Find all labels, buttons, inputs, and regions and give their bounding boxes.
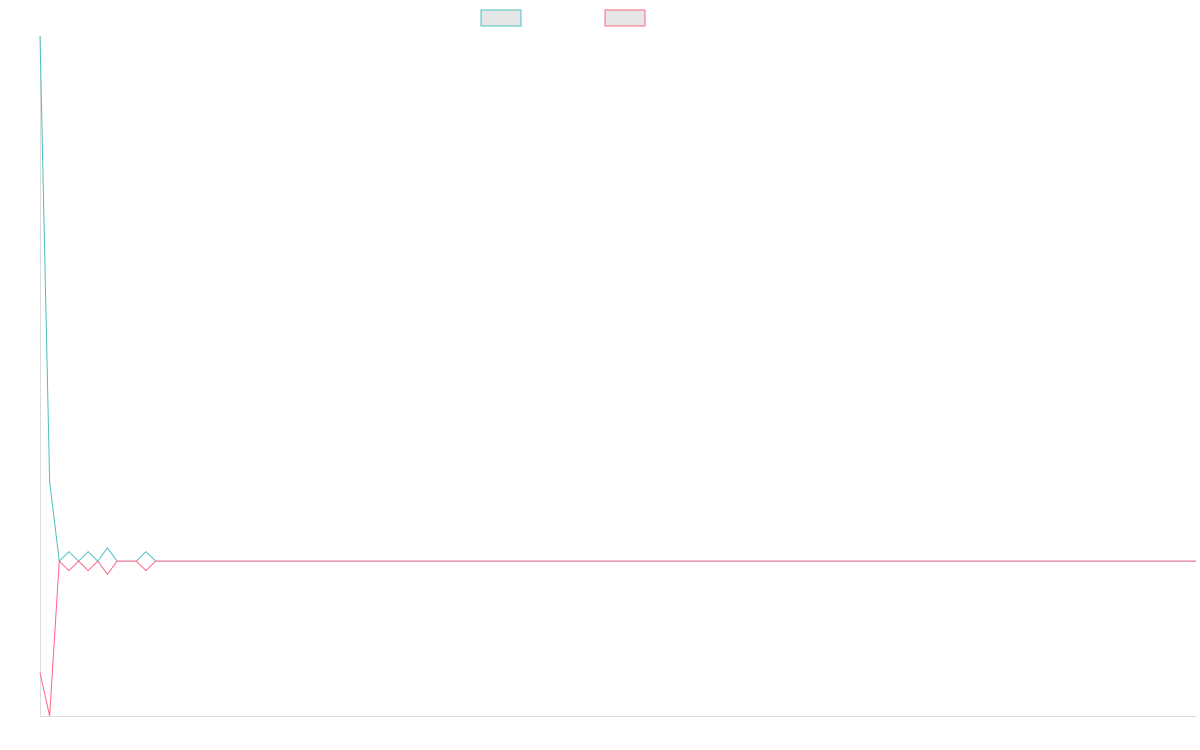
- series-2-line: [39, 559, 1196, 717]
- axes: [40, 36, 1196, 717]
- legend-swatch-series-2[interactable]: [604, 9, 646, 27]
- plot-area: [39, 35, 1196, 717]
- legend: [480, 9, 646, 27]
- legend-swatch-series-1[interactable]: [480, 9, 522, 27]
- series-1-line: [39, 35, 1196, 563]
